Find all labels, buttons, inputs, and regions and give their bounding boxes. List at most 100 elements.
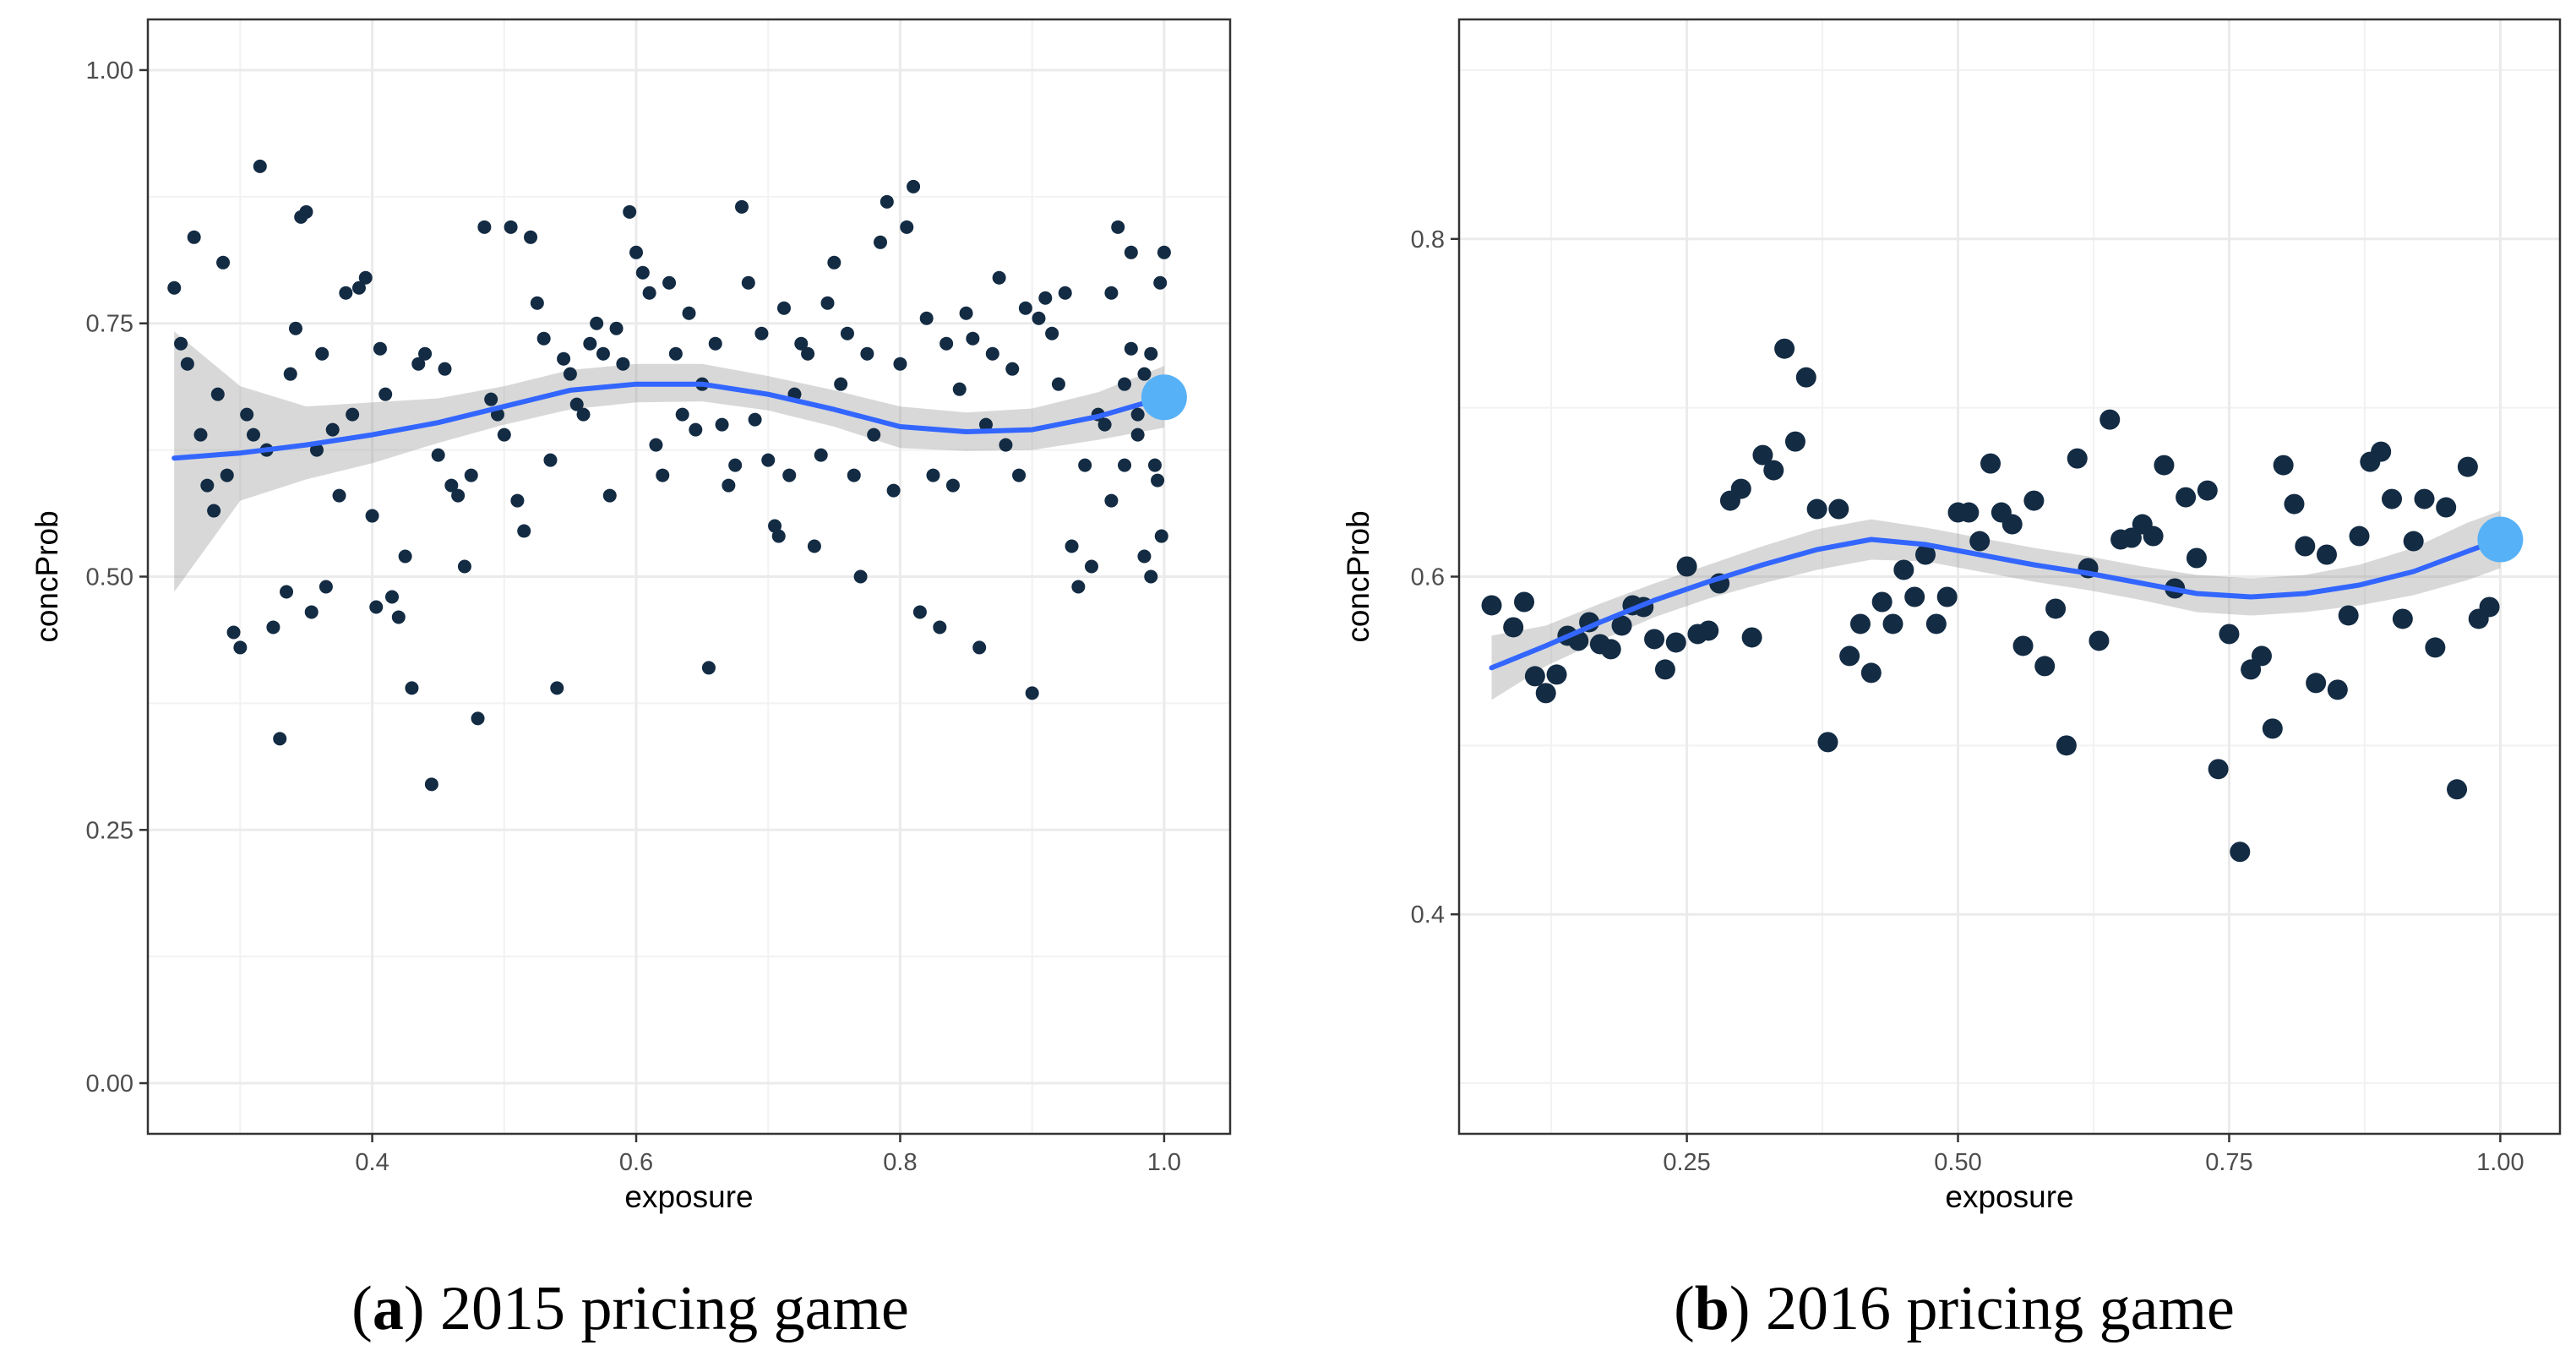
data-point — [2067, 448, 2088, 469]
data-point — [510, 493, 525, 508]
data-point — [867, 428, 881, 442]
data-point — [590, 316, 604, 330]
data-point — [216, 255, 231, 270]
data-point — [517, 524, 531, 538]
data-point — [1051, 377, 1065, 391]
data-point — [457, 559, 471, 574]
y-tick-label: 0.6 — [1411, 564, 1445, 591]
data-point — [1784, 431, 1805, 452]
data-point — [1147, 458, 1162, 472]
data-point — [1763, 460, 1784, 481]
data-point — [1144, 569, 1158, 584]
data-point — [2154, 455, 2175, 476]
data-point — [2349, 526, 2370, 547]
data-point — [1871, 591, 1893, 613]
x-axis-title: exposure — [1945, 1179, 2073, 1214]
data-point — [424, 777, 438, 792]
caption-a: (a) 2015 pricing game — [351, 1274, 909, 1343]
data-point — [728, 458, 743, 472]
data-point — [1795, 367, 1816, 388]
data-point — [438, 362, 452, 376]
data-point — [1980, 453, 2001, 474]
caption-b-text: 2016 pricing game — [1766, 1274, 2235, 1343]
data-point — [814, 448, 828, 462]
data-point — [1032, 311, 1046, 325]
data-point — [966, 331, 980, 346]
data-point — [734, 199, 749, 214]
data-point — [226, 625, 241, 640]
data-point — [398, 549, 412, 564]
data-point — [325, 422, 340, 437]
data-point — [1915, 544, 1936, 565]
data-point — [309, 443, 324, 457]
data-point — [233, 640, 248, 655]
data-point — [1839, 645, 1860, 667]
data-point — [2197, 480, 2218, 501]
data-point — [689, 422, 703, 437]
data-point — [2251, 645, 2272, 667]
data-point — [207, 504, 221, 518]
data-point — [1546, 664, 1567, 685]
data-point — [2208, 759, 2229, 780]
data-point — [1904, 586, 1925, 607]
data-point — [319, 580, 333, 594]
data-point — [2436, 497, 2457, 518]
data-point — [776, 301, 791, 315]
data-point — [1958, 502, 1980, 523]
data-point — [794, 336, 809, 351]
data-point — [351, 280, 366, 295]
data-point — [609, 321, 624, 335]
data-point — [1097, 417, 1112, 432]
highlight-point — [1141, 374, 1187, 421]
data-point — [656, 468, 670, 482]
data-point — [1157, 245, 1171, 259]
x-tick-label: 0.25 — [1663, 1149, 1710, 1176]
confidence-band — [1491, 510, 2501, 700]
data-point — [1153, 275, 1168, 290]
data-point — [1104, 286, 1119, 300]
data-point — [2121, 527, 2142, 548]
data-point — [576, 407, 591, 422]
x-tick-label: 1.00 — [2476, 1149, 2524, 1176]
data-point — [834, 377, 848, 391]
data-point — [1524, 666, 1545, 687]
data-point — [339, 286, 353, 300]
data-point — [358, 270, 373, 285]
data-point — [200, 478, 215, 493]
data-point — [2338, 605, 2359, 626]
data-point — [2034, 656, 2056, 677]
data-point — [583, 336, 597, 351]
data-point — [662, 275, 677, 290]
data-point — [2186, 547, 2207, 569]
data-point — [550, 681, 564, 695]
data-point — [708, 336, 722, 351]
data-point — [288, 321, 302, 335]
data-point — [2371, 441, 2392, 462]
data-point — [939, 336, 954, 351]
data-point — [1005, 362, 1020, 376]
y-tick-label: 0.25 — [86, 817, 133, 844]
data-point — [886, 483, 901, 498]
data-point — [1665, 632, 1686, 653]
y-axis-title: concProb — [1341, 510, 1375, 642]
data-point — [2219, 624, 2240, 645]
data-point — [332, 488, 346, 503]
data-point — [1893, 559, 1914, 580]
data-point — [1644, 629, 1665, 650]
data-point — [557, 351, 571, 366]
data-point — [1676, 556, 1697, 577]
data-point — [847, 468, 861, 482]
data-point — [1882, 613, 1903, 634]
data-point — [933, 620, 947, 634]
data-point — [1698, 620, 1719, 641]
data-point — [569, 397, 584, 411]
data-point — [2479, 596, 2500, 618]
data-point — [860, 346, 874, 361]
data-point — [1130, 407, 1145, 422]
data-point — [484, 392, 498, 406]
data-point — [2143, 526, 2164, 547]
data-point — [771, 529, 786, 543]
data-point — [2447, 779, 2468, 800]
data-point — [369, 600, 384, 614]
